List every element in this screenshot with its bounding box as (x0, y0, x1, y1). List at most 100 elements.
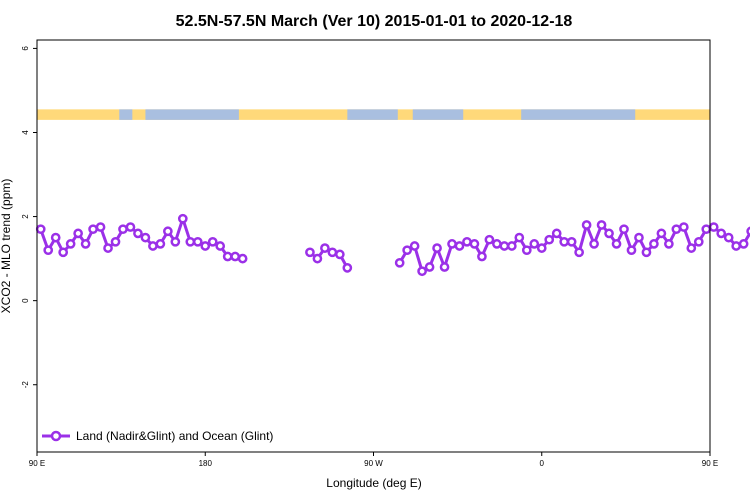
data-point (170, 236, 181, 247)
data-point (619, 224, 629, 235)
data-point (521, 245, 532, 256)
data-point (634, 232, 644, 243)
data-point (656, 228, 667, 239)
data-point (148, 241, 158, 251)
data-point (506, 241, 517, 251)
data-point (664, 239, 674, 249)
data-point (492, 239, 502, 249)
data-point (716, 228, 727, 239)
data-point (118, 224, 128, 235)
data-point (596, 220, 607, 230)
x-tick-label: 90 E (29, 459, 45, 468)
plot-frame (36, 39, 711, 453)
data-point (110, 236, 121, 247)
data-point (80, 239, 91, 249)
data-point (574, 247, 584, 258)
data-point (559, 236, 570, 247)
data-point (529, 239, 540, 249)
data-point (454, 241, 465, 251)
data-point (185, 236, 196, 247)
band-ocean-segment (521, 109, 636, 120)
data-point (649, 239, 659, 249)
data-point (305, 247, 315, 258)
y-axis: -2 0 2 4 6 (21, 46, 37, 389)
chart-title: 52.5N-57.5N March (Ver 10) 2015-01-01 to… (176, 13, 573, 30)
data-point (65, 239, 76, 249)
x-axis-title: Longitude (deg E) (326, 476, 421, 490)
y-axis-title: XCO2 - MLO trend (ppm) (0, 179, 13, 314)
data-point (155, 239, 166, 249)
band-ocean-segment (145, 109, 239, 120)
data-point (88, 224, 98, 235)
data-point (581, 220, 592, 230)
y-tick-label: -2 (21, 381, 30, 389)
data-point (222, 251, 233, 262)
data-point (394, 257, 405, 268)
data-point (604, 228, 614, 239)
data-point (432, 243, 442, 253)
data-point (544, 234, 555, 245)
data-point (50, 232, 61, 243)
data-point (686, 243, 697, 253)
data-point (230, 251, 241, 262)
data-point (417, 266, 427, 277)
data-point (177, 213, 188, 224)
data-point (671, 224, 682, 235)
data-point (536, 243, 547, 253)
data-point (611, 239, 622, 249)
data-point (335, 249, 345, 260)
data-point (140, 232, 151, 243)
data-point (215, 241, 226, 251)
data-point (738, 239, 749, 249)
data-point (514, 232, 525, 243)
data-point (200, 241, 211, 251)
data-point (192, 236, 203, 247)
data-point (125, 222, 136, 232)
legend-label: Land (Nadir&Glint) and Ocean (Glint) (76, 429, 273, 443)
data-point (746, 226, 750, 237)
data-point (409, 241, 420, 251)
x-tick-label: 90 E (702, 459, 718, 468)
data-point (312, 253, 323, 264)
data-point (723, 232, 734, 243)
data-point (320, 243, 330, 253)
data-point (133, 228, 143, 239)
x-tick-label: 180 (199, 459, 213, 468)
data-point (626, 245, 637, 256)
data-point (447, 239, 457, 249)
surface-type-band (37, 109, 710, 120)
data-point (237, 253, 248, 264)
data-point (207, 236, 218, 247)
data-point (641, 247, 652, 258)
data-point (402, 245, 412, 256)
x-tick-label: 0 (540, 459, 545, 468)
legend: Land (Nadir&Glint) and Ocean (Glint) (42, 429, 273, 443)
data-point (484, 234, 495, 245)
band-ocean-segment (347, 109, 398, 120)
data-point (551, 228, 562, 239)
y-tick-label: 4 (21, 130, 30, 135)
data-point (701, 224, 712, 235)
data-point (708, 222, 719, 232)
data-point (327, 247, 338, 258)
data-point (35, 224, 46, 235)
band-ocean-segment (119, 109, 133, 120)
data-point (43, 245, 54, 256)
data-point (477, 251, 487, 262)
data-point (731, 241, 742, 251)
data-point (342, 263, 353, 273)
y-tick-label: 6 (21, 46, 30, 51)
data-point (462, 236, 472, 247)
data-point (58, 247, 69, 258)
data-point (439, 262, 450, 272)
x-tick-label: 90 W (364, 459, 383, 468)
legend-marker-swatch (50, 430, 62, 442)
data-point (163, 226, 173, 237)
x-axis: 90 E 180 90 W 0 90 E (29, 452, 718, 468)
y-tick-label: 2 (21, 214, 30, 219)
data-point (469, 239, 480, 249)
data-point (693, 236, 704, 247)
data-point (566, 236, 577, 247)
band-ocean-segment (412, 109, 464, 120)
